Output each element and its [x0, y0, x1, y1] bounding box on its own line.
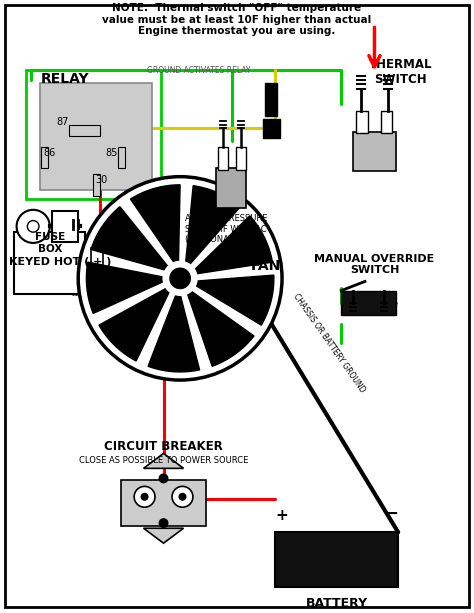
Bar — [236, 147, 246, 170]
Circle shape — [159, 519, 168, 527]
Text: CHASSIS OR BATTERY GROUND: CHASSIS OR BATTERY GROUND — [292, 292, 367, 394]
Circle shape — [17, 210, 50, 243]
Circle shape — [170, 268, 190, 289]
Bar — [381, 112, 392, 133]
Bar — [93, 174, 100, 196]
Text: 87: 87 — [57, 117, 69, 128]
Bar — [26, 70, 161, 199]
Text: +: + — [275, 508, 288, 523]
Polygon shape — [148, 296, 200, 372]
Polygon shape — [99, 289, 169, 361]
Text: RELAY: RELAY — [40, 72, 89, 86]
Polygon shape — [186, 186, 240, 264]
Text: 30: 30 — [96, 175, 108, 186]
Text: NOTE:  Thermal switch "OFF" temperature
value must be at least 10F higher than a: NOTE: Thermal switch "OFF" temperature v… — [102, 3, 372, 36]
Text: AC HIGH PRESSURE
SWITCH IF WITH AC
( OPTIONAL): AC HIGH PRESSURE SWITCH IF WITH AC ( OPT… — [185, 214, 267, 244]
Polygon shape — [144, 454, 183, 468]
Bar — [353, 132, 396, 171]
Circle shape — [179, 493, 186, 500]
Text: FAN: FAN — [250, 259, 281, 273]
Bar — [263, 120, 280, 138]
Polygon shape — [197, 275, 274, 325]
Text: MANUAL OVERRIDE
SWITCH: MANUAL OVERRIDE SWITCH — [314, 254, 435, 275]
Text: 86: 86 — [44, 148, 56, 158]
Polygon shape — [188, 292, 254, 367]
Bar — [356, 112, 368, 133]
Bar — [41, 147, 48, 168]
Text: KEYED HOT ( + ): KEYED HOT ( + ) — [9, 257, 112, 267]
Circle shape — [134, 486, 155, 507]
Text: CLOSE AS POSSIBLE TO POWER SOURCE: CLOSE AS POSSIBLE TO POWER SOURCE — [79, 456, 248, 465]
Bar — [118, 147, 125, 168]
Polygon shape — [196, 216, 273, 273]
Bar — [265, 83, 277, 116]
Circle shape — [27, 221, 39, 232]
Bar — [91, 248, 103, 287]
Circle shape — [159, 474, 168, 482]
Polygon shape — [91, 207, 167, 270]
Bar — [216, 168, 246, 208]
Text: −: − — [383, 505, 398, 523]
Bar — [275, 532, 398, 587]
Text: THERMAL
SWITCH: THERMAL SWITCH — [369, 58, 432, 86]
Bar — [218, 147, 228, 170]
Circle shape — [78, 177, 282, 380]
Bar — [341, 291, 396, 315]
Bar — [69, 126, 100, 137]
Polygon shape — [144, 528, 183, 543]
Bar — [14, 232, 85, 294]
Circle shape — [141, 493, 148, 500]
Polygon shape — [86, 262, 162, 313]
Polygon shape — [130, 185, 180, 261]
Text: CIRCUIT BREAKER: CIRCUIT BREAKER — [104, 441, 223, 454]
Text: BATTERY: BATTERY — [305, 596, 368, 609]
Circle shape — [172, 486, 193, 507]
Bar — [40, 83, 152, 189]
Bar — [52, 211, 78, 242]
Text: FUSE
BOX: FUSE BOX — [35, 232, 65, 254]
Text: 85: 85 — [105, 148, 118, 158]
Text: GROUND ACTIVATES RELAY: GROUND ACTIVATES RELAY — [147, 66, 250, 75]
Bar — [121, 480, 206, 526]
